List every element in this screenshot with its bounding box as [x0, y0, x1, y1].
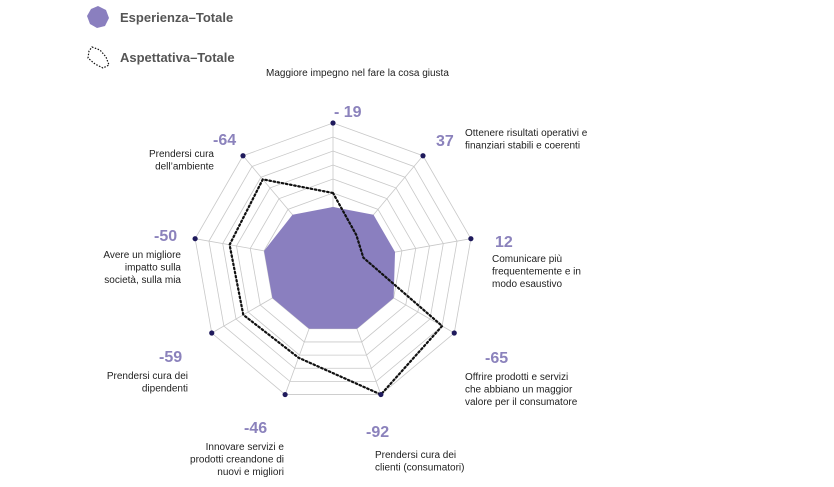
- grid-ring: [194, 122, 472, 395]
- category-label-line: Comunicare più: [492, 254, 562, 265]
- axis-marker: [468, 236, 474, 242]
- category-label-line: Ottenere risultati operativi e: [465, 128, 588, 139]
- value-label: - 19: [334, 104, 362, 121]
- series-experience-area: [264, 207, 396, 329]
- category-label: Maggiore impegno nel fare la cosa giusta: [266, 68, 449, 79]
- axis-marker: [420, 153, 426, 159]
- experience-swatch-icon: [87, 6, 109, 28]
- category-label-line: valore per il consumatore: [465, 397, 578, 408]
- legend: Esperienza–Totale Aspettativa–Totale: [86, 6, 235, 86]
- category-label-line: Prendersi cura dei: [375, 450, 456, 461]
- category-label: Prendersi cura dei dipendenti: [107, 371, 188, 395]
- axis-marker: [378, 391, 384, 398]
- grid-ring: [208, 136, 458, 382]
- category-label-line: nuovi e migliori: [217, 467, 284, 478]
- category-label: Offrire prodotti e servizi che abbiano un…: [465, 372, 578, 408]
- axis-labels: - 19 Maggiore impegno nel fare la cosa gi…: [103, 68, 587, 478]
- category-label-line: prodotti creandone di: [190, 455, 284, 466]
- axis-markers: [192, 120, 474, 398]
- radar-series: [228, 178, 444, 396]
- axis-marker: [192, 236, 198, 242]
- category-label-line: frequentemente e in: [492, 267, 581, 278]
- category-label: Prendersi cura dell’ambiente: [149, 149, 214, 173]
- category-label: Prendersi cura dei clienti (consumatori): [375, 450, 464, 474]
- legend-item-experience: Esperienza–Totale: [86, 6, 235, 28]
- category-label: Comunicare più frequentemente e in modo es…: [492, 254, 581, 290]
- category-label-line: Prendersi cura: [149, 149, 214, 160]
- legend-label-expectation: Aspettativa–Totale: [120, 49, 235, 65]
- category-label-line: Innovare servizi e: [206, 442, 285, 453]
- category-label: Ottenere risultati operativi e finanziari…: [465, 128, 588, 152]
- category-label: Avere un migliore impatto sulla società, s…: [103, 250, 181, 286]
- axis-marker: [282, 391, 288, 398]
- value-label: -59: [159, 349, 182, 366]
- category-label-line: dipendenti: [142, 384, 188, 395]
- category-label-line: impatto sulla: [125, 263, 182, 274]
- axis-marker: [209, 330, 215, 336]
- value-label: 37: [436, 133, 454, 150]
- category-label-line: dell’ambiente: [155, 162, 214, 173]
- category-label-line: modo esaustivo: [492, 279, 562, 290]
- axis-marker: [240, 153, 246, 159]
- grid-ring: [236, 164, 430, 356]
- expectation-swatch-icon: [87, 46, 110, 69]
- category-label-line: finanziari stabili e coerenti: [465, 141, 580, 152]
- value-label: 12: [495, 234, 513, 251]
- grid-ring: [249, 178, 417, 343]
- category-label-line: Maggiore impegno nel fare la cosa giusta: [266, 68, 449, 79]
- series-expectation-line: [228, 178, 444, 396]
- category-label-line: società, sulla mia: [104, 275, 181, 286]
- legend-item-expectation: Aspettativa–Totale: [86, 46, 235, 69]
- axis-marker: [451, 330, 457, 336]
- grid-ring: [222, 150, 444, 369]
- category-label-line: clienti (consumatori): [375, 463, 464, 474]
- value-label: -92: [366, 424, 389, 441]
- category-label-line: Offrire prodotti e servizi: [465, 372, 568, 383]
- category-label-line: Prendersi cura dei: [107, 371, 188, 382]
- value-label: -64: [213, 132, 236, 149]
- axis-marker: [330, 120, 336, 126]
- category-label-line: che abbiano un maggior: [465, 385, 573, 396]
- value-label: -65: [485, 350, 508, 367]
- category-label: Innovare servizi e prodotti creandone di n…: [190, 442, 284, 478]
- category-label-line: Avere un migliore: [103, 250, 181, 261]
- value-label: -50: [154, 228, 177, 245]
- legend-label-experience: Esperienza–Totale: [120, 9, 234, 25]
- value-label: -46: [244, 420, 267, 437]
